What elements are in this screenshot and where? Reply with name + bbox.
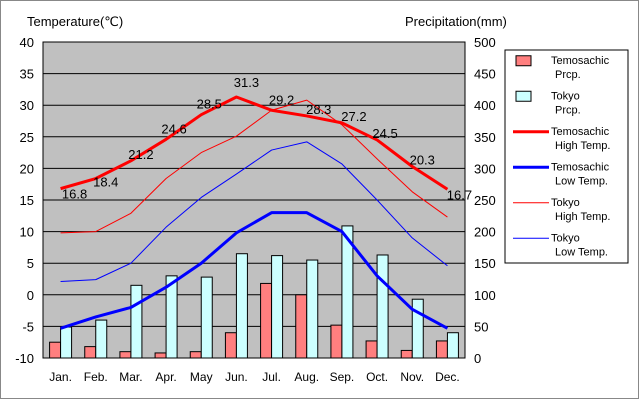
x-tick-label: Mar. <box>119 370 142 384</box>
temosachic-high-data-label: 24.6 <box>161 121 186 136</box>
left-tick-label: 35 <box>20 67 34 82</box>
left-tick-label: 10 <box>20 225 34 240</box>
left-tick-label: 0 <box>27 288 34 303</box>
temosachic-high-data-label: 28.3 <box>306 102 331 117</box>
right-tick-label: 250 <box>474 193 496 208</box>
temosachic-low-temp-line <box>60 211 449 330</box>
tokyo-prcp-bar <box>130 284 143 359</box>
temosachic-prcp-bar <box>119 351 132 359</box>
temosachic-prcp-bar <box>189 351 202 359</box>
tokyo-prcp-bar <box>200 276 213 359</box>
right-tick-label: 100 <box>474 288 496 303</box>
legend-label: Temosachic <box>551 126 610 138</box>
left-tick-label: 25 <box>20 130 34 145</box>
x-tick-label: Jan. <box>49 370 72 384</box>
temosachic-prcp-bar <box>295 294 308 359</box>
x-tick-label: Oct. <box>366 370 388 384</box>
legend-label: High Temp. <box>555 140 610 152</box>
tokyo-prcp-bar <box>306 259 319 359</box>
legend-label: Prcp. <box>555 69 581 81</box>
right-tick-label: 350 <box>474 130 496 145</box>
tokyo-prcp-bar <box>95 319 108 359</box>
x-tick-label: Dec. <box>435 370 460 384</box>
legend-swatch <box>515 55 532 67</box>
right-tick-label: 400 <box>474 98 496 113</box>
temosachic-prcp-bar <box>224 332 237 359</box>
legend: Temosachic Prcp. Tokyo Prcp. Temosachic High … <box>504 49 629 264</box>
left-tick-label: 20 <box>20 161 34 176</box>
right-tick-label: 50 <box>474 319 488 334</box>
legend-label: Tokyo <box>551 197 580 209</box>
right-tick-label: 450 <box>474 67 496 82</box>
legend-label: High Temp. <box>555 211 610 223</box>
x-tick-label: Feb. <box>84 370 108 384</box>
tokyo-high-temp-line <box>60 99 448 234</box>
x-tick-label: Aug. <box>294 370 319 384</box>
temosachic-high-data-label: 24.5 <box>372 126 397 141</box>
temosachic-high-temp-line <box>60 95 449 191</box>
left-tick-label: -10 <box>15 351 34 366</box>
left-tick-label: -5 <box>22 319 34 334</box>
tokyo-prcp-bar <box>235 253 248 359</box>
temosachic-prcp-bar <box>84 346 97 359</box>
right-tick-label: 200 <box>474 225 496 240</box>
right-tick-label: 0 <box>474 351 481 366</box>
x-tick-label: Jun. <box>225 370 248 384</box>
tokyo-prcp-bar <box>341 225 354 359</box>
temosachic-high-data-label: 16.8 <box>62 187 87 202</box>
x-tick-label: Nov. <box>400 370 424 384</box>
temosachic-high-data-label: 29.2 <box>269 92 294 107</box>
temosachic-high-data-label: 16.7 <box>447 187 472 202</box>
tokyo-low-temp-line <box>60 141 448 283</box>
temosachic-high-data-label: 20.3 <box>410 153 435 168</box>
left-tick-label: 15 <box>20 193 34 208</box>
temosachic-prcp-bar <box>49 341 62 359</box>
temosachic-prcp-bar <box>260 282 273 359</box>
plot-area: 4035302520151050-5-105004504003503002502… <box>15 35 496 384</box>
left-axis-label: Temperature(℃) <box>27 14 123 29</box>
x-tick-label: Apr. <box>155 370 176 384</box>
temosachic-prcp-bar <box>330 324 343 359</box>
tokyo-prcp-bar <box>376 254 389 359</box>
x-tick-label: Sep. <box>330 370 355 384</box>
legend-label: Tokyo <box>551 232 580 244</box>
tokyo-prcp-bar <box>411 298 424 359</box>
temosachic-high-data-label: 28.5 <box>197 97 222 112</box>
legend-label: Low Temp. <box>555 175 608 187</box>
legend-box <box>504 49 629 264</box>
temosachic-high-data-label: 18.4 <box>93 175 118 190</box>
left-tick-label: 30 <box>20 98 34 113</box>
x-tick-label: Jul. <box>262 370 281 384</box>
right-tick-label: 500 <box>474 35 496 50</box>
tokyo-prcp-bar <box>271 255 284 359</box>
temosachic-high-data-label: 31.3 <box>234 75 259 90</box>
tokyo-prcp-bar <box>165 275 178 359</box>
right-tick-label: 150 <box>474 256 496 271</box>
temosachic-prcp-bar <box>154 352 167 359</box>
legend-label: Tokyo <box>551 90 580 102</box>
legend-label: Low Temp. <box>555 246 608 258</box>
temosachic-prcp-bar <box>400 349 413 359</box>
temosachic-prcp-bar <box>365 340 378 359</box>
tokyo-prcp-bar <box>60 326 73 359</box>
temosachic-prcp-bar <box>435 340 448 359</box>
right-tick-label: 300 <box>474 161 496 176</box>
legend-swatch <box>515 90 532 102</box>
left-tick-label: 40 <box>20 35 34 50</box>
left-tick-label: 5 <box>27 256 34 271</box>
legend-label: Temosachic <box>551 55 610 67</box>
temosachic-high-data-label: 21.2 <box>128 147 153 162</box>
x-tick-label: May <box>190 370 213 384</box>
legend-label: Temosachic <box>551 161 610 173</box>
tokyo-prcp-bar <box>446 332 459 359</box>
right-axis-label: Precipitation(mm) <box>405 14 507 29</box>
temosachic-high-data-label: 27.2 <box>341 109 366 124</box>
legend-label: Prcp. <box>555 104 581 116</box>
